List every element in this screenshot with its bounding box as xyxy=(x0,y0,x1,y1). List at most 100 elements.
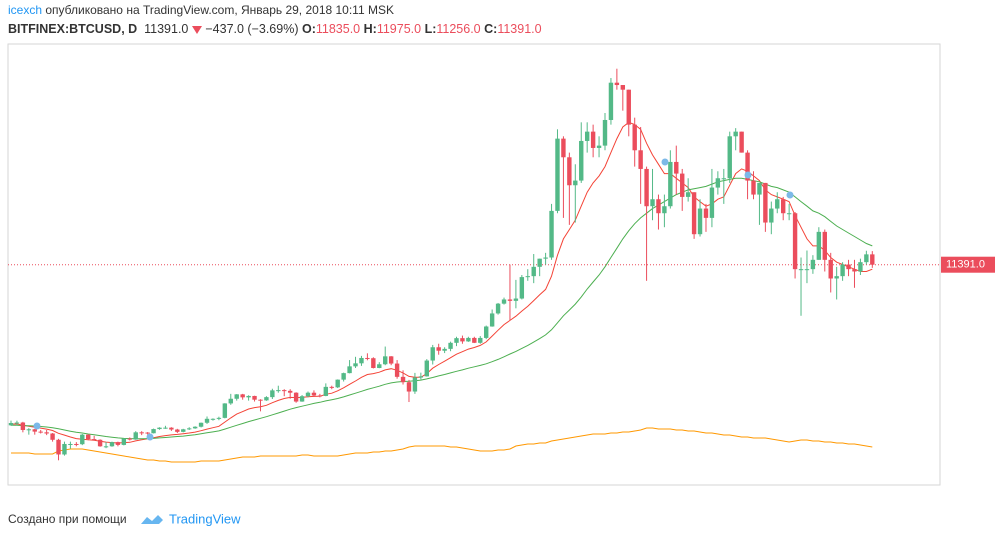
ohlc-value: 11835.0 xyxy=(315,22,361,36)
candle-body xyxy=(258,399,263,401)
candle-body xyxy=(733,131,738,137)
candle-body xyxy=(38,431,43,433)
symbol-line: BITFINEX:BTCUSD, D 11391.0 −437.0 (−3.69… xyxy=(8,22,542,36)
candle-body xyxy=(26,429,32,431)
candle-body xyxy=(602,119,608,146)
candle-body xyxy=(97,439,103,447)
candle-body xyxy=(775,199,780,209)
footer-text: Создано при помощи xyxy=(8,512,127,526)
candle-body xyxy=(804,269,810,271)
footer-brand[interactable]: TradingView xyxy=(169,511,241,526)
candle-body xyxy=(139,432,144,434)
candle-body xyxy=(353,363,358,367)
candle-body xyxy=(454,338,459,343)
candle-body xyxy=(127,438,132,440)
candle-body xyxy=(287,390,293,393)
candle-body xyxy=(406,382,412,392)
candle-body xyxy=(697,208,703,235)
candle-body xyxy=(359,357,364,364)
candle-body xyxy=(228,398,233,404)
candle-body xyxy=(20,422,26,430)
candle-body xyxy=(501,299,507,304)
candle-body xyxy=(822,231,827,260)
candle-body xyxy=(103,446,109,448)
candle-body xyxy=(91,439,97,441)
candle-body xyxy=(644,168,649,207)
candle-body xyxy=(169,427,174,430)
candle-body xyxy=(519,277,525,299)
candle-body xyxy=(590,131,596,148)
candle-body xyxy=(383,356,388,365)
candle-body xyxy=(133,432,138,440)
candle-body xyxy=(436,347,441,351)
candle-body xyxy=(175,429,180,432)
candle-body xyxy=(44,432,49,434)
symbol: BITFINEX:BTCUSD, D xyxy=(8,22,138,36)
candle-body xyxy=(685,192,691,197)
candle-body xyxy=(246,395,251,398)
candle-body xyxy=(531,266,536,277)
candle-body xyxy=(828,259,833,279)
candle-body xyxy=(709,187,715,218)
candle-body xyxy=(192,426,198,429)
candle-body xyxy=(74,443,79,445)
ma-line xyxy=(10,121,873,444)
candle-body xyxy=(62,443,67,455)
candle-body xyxy=(341,373,346,380)
candle-body xyxy=(573,180,578,186)
candle-body xyxy=(638,150,643,169)
candle-body xyxy=(763,182,768,223)
candle-body xyxy=(792,213,798,270)
candle-body xyxy=(751,180,756,195)
author[interactable]: icexch xyxy=(8,3,43,17)
candle-body xyxy=(810,259,816,270)
ohlc-key: O: xyxy=(301,22,316,36)
candle-body xyxy=(495,303,501,314)
candle-body xyxy=(525,276,530,278)
candle-body xyxy=(567,157,572,186)
candle-body xyxy=(222,403,228,418)
candle-body xyxy=(293,392,299,402)
candle-body xyxy=(620,85,626,90)
candle-body xyxy=(216,417,222,419)
candle-body xyxy=(472,337,477,343)
candle-body xyxy=(80,434,85,445)
candle-body xyxy=(579,140,584,181)
candle-body xyxy=(721,178,726,180)
candle-body xyxy=(816,231,822,260)
candle-body xyxy=(388,356,394,364)
candle-body xyxy=(418,376,424,378)
candle-body xyxy=(781,199,786,214)
candle-body xyxy=(870,254,875,265)
candle-body xyxy=(151,429,156,434)
candle-body xyxy=(668,161,673,207)
candle-body xyxy=(852,269,857,272)
candle-body xyxy=(329,386,334,388)
candle-body xyxy=(674,161,679,174)
candle-body xyxy=(56,439,61,455)
candle-body xyxy=(513,298,519,301)
candle-body xyxy=(252,395,257,400)
candle-body xyxy=(181,429,186,432)
candle-body xyxy=(507,299,513,301)
candle-body xyxy=(864,254,869,263)
change: −437.0 (−3.69%) xyxy=(205,22,299,36)
candle-body xyxy=(335,379,340,388)
candle-body xyxy=(549,210,554,258)
candle-body xyxy=(317,395,323,397)
ohlc-value: 11256.0 xyxy=(436,22,481,36)
candle-body xyxy=(858,262,863,272)
candle-body xyxy=(584,131,590,141)
candle-body xyxy=(715,178,721,188)
candle-body xyxy=(270,390,275,398)
candle-body xyxy=(632,124,637,151)
candle-body xyxy=(299,396,305,402)
candle-body xyxy=(198,422,204,427)
candle-body xyxy=(703,208,709,218)
candle-body xyxy=(466,337,471,342)
candle-body xyxy=(769,208,774,223)
candle-body xyxy=(282,390,287,392)
candle-body xyxy=(234,394,239,399)
